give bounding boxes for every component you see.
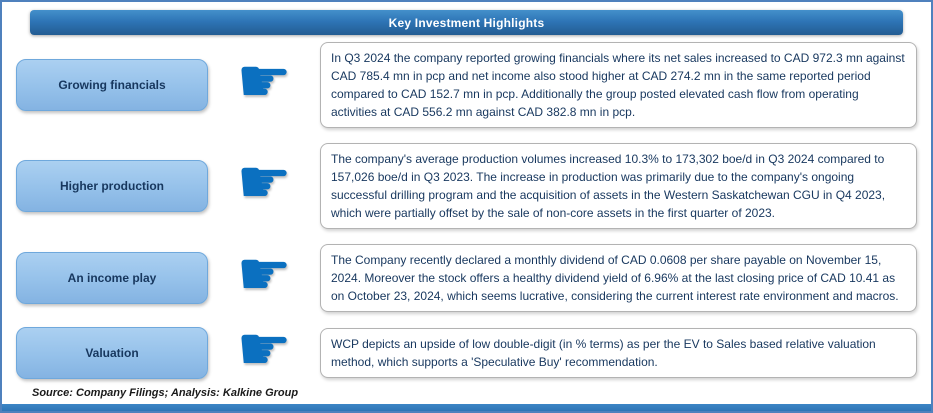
highlight-row-income-play: An income play ☛ The Company recently de… xyxy=(16,243,917,312)
source-note: Source: Company Filings; Analysis: Kalki… xyxy=(32,387,299,399)
highlight-textbox-valuation: WCP depicts an upside of low double-digi… xyxy=(320,328,917,378)
highlight-label-text: Valuation xyxy=(85,346,139,360)
highlight-label-higher-production: Higher production xyxy=(16,160,208,212)
highlight-row-higher-production: Higher production ☛ The company's averag… xyxy=(16,143,917,229)
pointing-hand-icon: ☛ xyxy=(208,151,320,213)
highlight-textbox-higher-production: The company's average production volumes… xyxy=(320,143,917,229)
highlight-row-valuation: Valuation ☛ WCP depicts an upside of low… xyxy=(16,318,917,380)
highlight-label-text: Growing financials xyxy=(58,78,166,92)
bottom-accent-bar xyxy=(2,404,931,411)
highlight-text: The company's average production volumes… xyxy=(331,152,886,220)
page-title: Key Investment Highlights xyxy=(388,15,545,30)
highlight-rows: Growing financials ☛ In Q3 2024 the comp… xyxy=(16,42,917,380)
pointing-hand-glyph: ☛ xyxy=(236,145,292,218)
highlight-label-valuation: Valuation xyxy=(16,327,208,379)
pointing-hand-icon: ☛ xyxy=(208,50,320,112)
highlight-textbox-growing-financials: In Q3 2024 the company reported growing … xyxy=(320,42,917,128)
highlight-textbox-income-play: The Company recently declared a monthly … xyxy=(320,244,917,312)
highlight-label-income-play: An income play xyxy=(16,252,208,304)
pointing-hand-icon: ☛ xyxy=(208,243,320,305)
highlight-text: The Company recently declared a monthly … xyxy=(331,253,899,303)
pointing-hand-glyph: ☛ xyxy=(236,44,292,117)
pointing-hand-icon: ☛ xyxy=(208,318,320,380)
highlight-row-growing-financials: Growing financials ☛ In Q3 2024 the comp… xyxy=(16,42,917,128)
pointing-hand-glyph: ☛ xyxy=(236,237,292,310)
highlight-label-growing-financials: Growing financials xyxy=(16,59,208,111)
highlight-label-text: An income play xyxy=(67,271,157,285)
highlight-text: In Q3 2024 the company reported growing … xyxy=(331,51,905,119)
title-bar: Key Investment Highlights xyxy=(30,10,903,35)
highlight-text: WCP depicts an upside of low double-digi… xyxy=(331,337,876,369)
highlight-label-text: Higher production xyxy=(60,179,164,193)
pointing-hand-glyph: ☛ xyxy=(236,312,292,385)
